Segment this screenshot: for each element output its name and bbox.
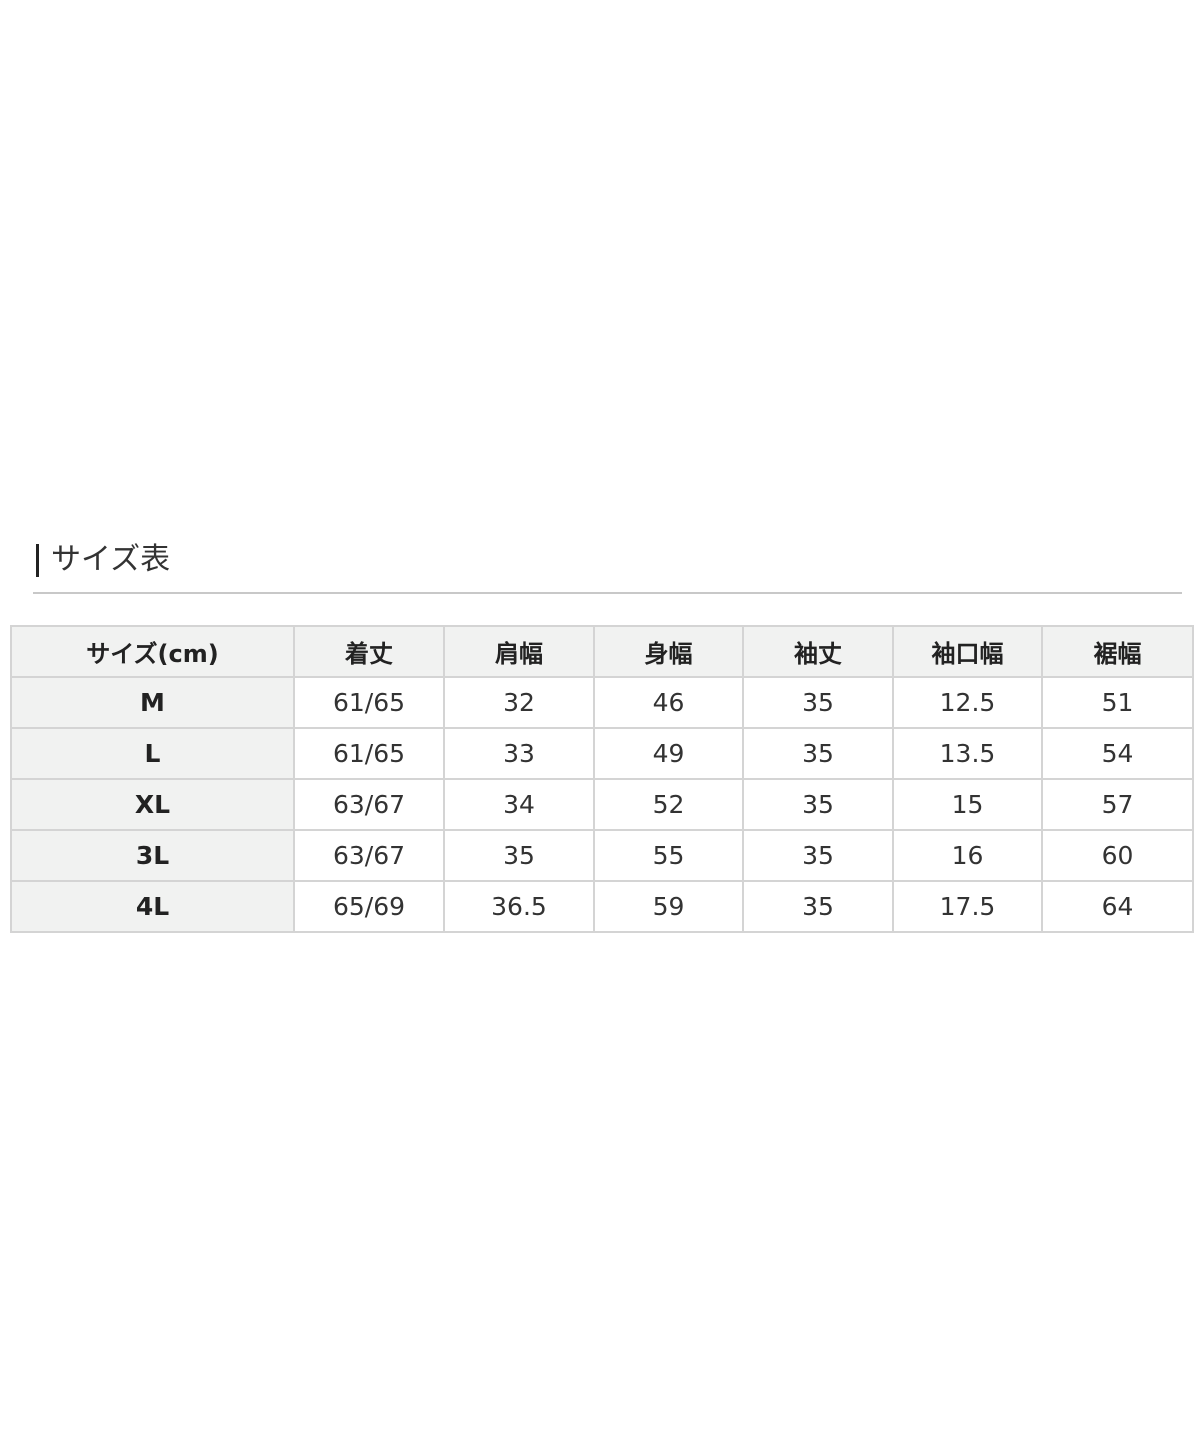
column-header: 身幅 (593, 625, 744, 678)
size-label-cell: L (10, 727, 295, 780)
measurement-cell: 17.5 (892, 880, 1043, 933)
measurement-cell: 35 (443, 829, 595, 882)
measurement-cell: 15 (892, 778, 1043, 831)
table-row: L 61/65 33 49 35 13.5 54 (10, 727, 1194, 780)
table-row: XL 63/67 34 52 35 15 57 (10, 778, 1194, 831)
measurement-cell: 16 (892, 829, 1043, 882)
measurement-cell: 33 (443, 727, 595, 780)
measurement-cell: 35 (742, 727, 894, 780)
column-header: 袖丈 (742, 625, 894, 678)
measurement-cell: 61/65 (293, 676, 445, 729)
measurement-cell: 35 (742, 880, 894, 933)
size-label-cell: XL (10, 778, 295, 831)
measurement-cell: 64 (1041, 880, 1194, 933)
column-header: 着丈 (293, 625, 445, 678)
size-label-cell: M (10, 676, 295, 729)
measurement-cell: 51 (1041, 676, 1194, 729)
size-label-cell: 4L (10, 880, 295, 933)
size-label-cell: 3L (10, 829, 295, 882)
measurement-cell: 59 (593, 880, 744, 933)
column-header: 袖口幅 (892, 625, 1043, 678)
measurement-cell: 65/69 (293, 880, 445, 933)
measurement-cell: 35 (742, 829, 894, 882)
measurement-cell: 32 (443, 676, 595, 729)
measurement-cell: 46 (593, 676, 744, 729)
table-header-row: サイズ(cm) 着丈 肩幅 身幅 袖丈 袖口幅 裾幅 (10, 625, 1194, 678)
measurement-cell: 36.5 (443, 880, 595, 933)
measurement-cell: 35 (742, 778, 894, 831)
measurement-cell: 12.5 (892, 676, 1043, 729)
column-header: 裾幅 (1041, 625, 1194, 678)
size-table: サイズ(cm) 着丈 肩幅 身幅 袖丈 袖口幅 裾幅 M 61/65 32 46 35 12.5 51 L… (10, 625, 1194, 933)
table-row: 3L 63/67 35 55 35 16 60 (10, 829, 1194, 882)
title-accent-bar (36, 544, 39, 577)
measurement-cell: 63/67 (293, 829, 445, 882)
measurement-cell: 57 (1041, 778, 1194, 831)
measurement-cell: 13.5 (892, 727, 1043, 780)
measurement-cell: 52 (593, 778, 744, 831)
table-row: M 61/65 32 46 35 12.5 51 (10, 676, 1194, 729)
column-header: サイズ(cm) (10, 625, 295, 678)
measurement-cell: 49 (593, 727, 744, 780)
measurement-cell: 63/67 (293, 778, 445, 831)
measurement-cell: 35 (742, 676, 894, 729)
section-header: サイズ表 (33, 538, 1182, 594)
section-title: サイズ表 (51, 542, 171, 577)
column-header: 肩幅 (443, 625, 595, 678)
table-row: 4L 65/69 36.5 59 35 17.5 64 (10, 880, 1194, 933)
measurement-cell: 54 (1041, 727, 1194, 780)
measurement-cell: 34 (443, 778, 595, 831)
measurement-cell: 60 (1041, 829, 1194, 882)
measurement-cell: 61/65 (293, 727, 445, 780)
measurement-cell: 55 (593, 829, 744, 882)
